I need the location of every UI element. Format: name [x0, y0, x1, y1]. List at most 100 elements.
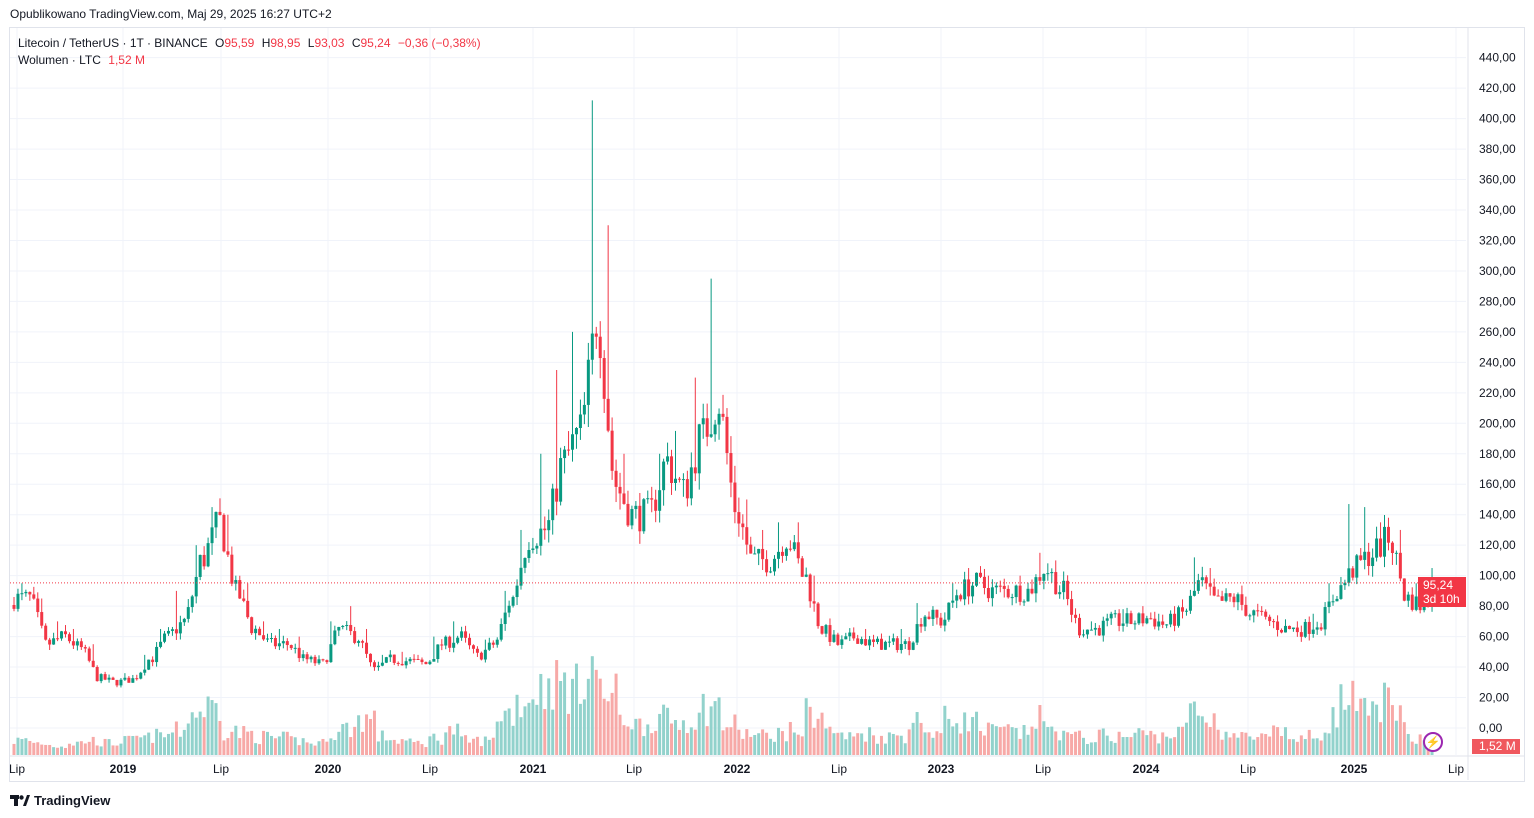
- candle-down: [1066, 580, 1070, 600]
- volume-bar: [883, 743, 887, 755]
- candle-down: [464, 631, 468, 638]
- volume-bar: [626, 726, 630, 755]
- candle-up: [709, 434, 713, 437]
- volume-bar: [832, 733, 836, 755]
- volume-bar: [551, 709, 555, 755]
- candle-up: [990, 587, 994, 599]
- candle-up: [123, 677, 127, 680]
- y-tick-label: 320,00: [1479, 233, 1516, 247]
- candle-down: [705, 418, 709, 437]
- volume-bar: [828, 726, 832, 755]
- tradingview-logo[interactable]: TradingView: [10, 793, 110, 808]
- candle-up: [1303, 621, 1307, 637]
- candle-down: [1074, 614, 1078, 618]
- candle-up: [1331, 601, 1335, 603]
- volume-bar: [372, 710, 376, 755]
- volume-bar: [1085, 744, 1089, 755]
- candle-up: [155, 646, 159, 663]
- volume-bar: [507, 708, 511, 755]
- candle-down: [737, 512, 741, 524]
- volume-bar: [1169, 738, 1173, 755]
- candle-up: [840, 639, 844, 645]
- volume-bar: [309, 743, 313, 755]
- volume-bar: [48, 744, 52, 755]
- volume-bar: [1386, 687, 1390, 755]
- volume-bar: [436, 740, 440, 755]
- candle-up: [131, 678, 135, 683]
- candle-up: [277, 643, 281, 647]
- candle-up: [1283, 625, 1287, 633]
- volume-label[interactable]: Wolumen · LTC: [18, 53, 101, 67]
- candle-up: [681, 479, 685, 481]
- candle-up: [1343, 582, 1347, 586]
- volume-bar: [1010, 727, 1014, 755]
- volume-bar: [258, 744, 262, 755]
- volume-bar: [598, 678, 602, 755]
- candle-down: [622, 493, 626, 504]
- candle-down: [420, 659, 424, 663]
- x-tick-label: Lip: [1035, 762, 1051, 776]
- volume-bar: [701, 693, 705, 755]
- volume-bar: [971, 717, 975, 755]
- volume-bar: [1335, 727, 1339, 755]
- volume-bar: [1101, 728, 1105, 755]
- volume-bar: [479, 746, 483, 755]
- volume-bar: [1383, 682, 1387, 755]
- candle-up: [571, 434, 575, 450]
- volume-bar: [800, 736, 804, 755]
- volume-bar: [361, 731, 365, 755]
- high-value: 98,95: [270, 36, 301, 50]
- volume-bar: [586, 678, 590, 755]
- volume-bar: [1093, 742, 1097, 755]
- y-tick-label: 340,00: [1479, 203, 1516, 217]
- volume-bar: [380, 730, 384, 755]
- volume-bar: [1240, 732, 1244, 755]
- volume-bar: [1026, 734, 1030, 755]
- candle-down: [1161, 621, 1165, 625]
- low-label: L: [307, 36, 315, 50]
- candle-down: [1386, 526, 1390, 543]
- volume-bar: [610, 692, 614, 755]
- volume-bar: [1343, 709, 1347, 755]
- y-tick-label: 100,00: [1479, 569, 1516, 583]
- candle-up: [523, 558, 527, 568]
- volume-bar: [182, 729, 186, 755]
- symbol-title[interactable]: Litecoin / TetherUS · 1T · BINANCE: [18, 36, 208, 50]
- candle-up: [341, 625, 345, 627]
- volume-bar: [63, 747, 67, 755]
- chart-frame[interactable]: [9, 27, 1525, 782]
- candle-down: [1299, 632, 1303, 637]
- candle-up: [784, 548, 788, 556]
- volume-bar: [174, 721, 178, 755]
- volume-bar: [1272, 725, 1276, 755]
- candle-down: [1208, 583, 1212, 587]
- volume-bar: [614, 673, 618, 755]
- volume-bar: [24, 738, 28, 755]
- candle-down: [614, 470, 618, 487]
- candle-down: [471, 645, 475, 649]
- candle-down: [468, 637, 472, 646]
- volume-bar: [412, 742, 416, 755]
- candle-up: [844, 636, 848, 640]
- volume-bar: [170, 732, 174, 755]
- candle-down: [1359, 555, 1363, 560]
- candle-up: [159, 641, 163, 647]
- volume-bar: [1228, 737, 1232, 755]
- candle-down: [650, 498, 654, 500]
- candle-up: [563, 449, 567, 459]
- candle-down: [982, 576, 986, 589]
- volume-bar: [1133, 732, 1137, 755]
- candle-up: [24, 591, 28, 594]
- candle-up: [436, 644, 440, 660]
- volume-bar: [860, 733, 864, 755]
- lightning-icon[interactable]: ⚡: [1423, 732, 1443, 752]
- volume-bar: [1097, 729, 1101, 755]
- volume-bar: [408, 738, 412, 755]
- candle-down: [44, 625, 48, 640]
- candle-down: [392, 654, 396, 663]
- candle-down: [32, 594, 36, 599]
- candle-down: [1272, 621, 1276, 623]
- candle-up: [317, 659, 321, 664]
- candle-down: [396, 662, 400, 664]
